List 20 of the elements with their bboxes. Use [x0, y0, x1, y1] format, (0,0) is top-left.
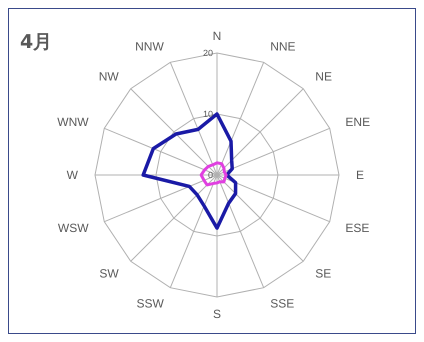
spoke-label: WSW	[58, 221, 90, 236]
spoke-label: SSE	[270, 296, 294, 310]
spoke-label: ENE	[345, 114, 370, 129]
spoke-label: NW	[98, 70, 120, 84]
spoke-label: S	[212, 307, 222, 321]
y-tick-label: 20	[202, 48, 213, 58]
spoke-label: NNE	[270, 40, 296, 54]
spoke-label: WNW	[57, 114, 90, 129]
y-tick-label: 10	[202, 109, 213, 119]
spoke-label: NE	[315, 70, 332, 84]
spoke-label: E	[356, 168, 364, 182]
spoke-label: SW	[99, 266, 120, 280]
spoke-label: SE	[315, 266, 332, 280]
chart-title: 4月	[20, 31, 52, 53]
spoke-label: ESE	[345, 221, 370, 236]
spoke-label: W	[66, 168, 79, 182]
spoke-label: NNW	[135, 40, 164, 54]
y-tick-label: 0	[208, 170, 213, 180]
spoke-label: SSW	[136, 296, 164, 310]
spoke-label: N	[212, 29, 222, 43]
